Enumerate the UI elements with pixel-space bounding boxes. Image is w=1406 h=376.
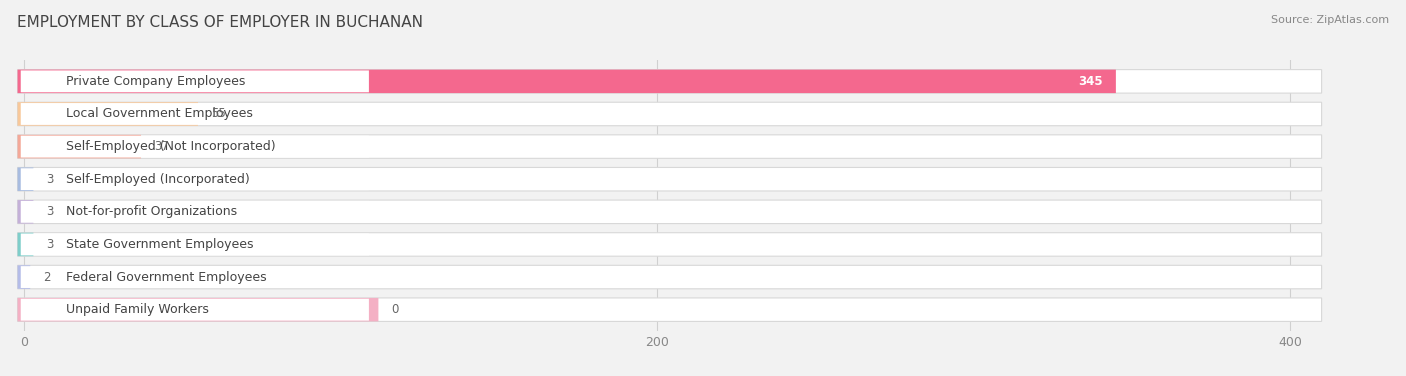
Text: Not-for-profit Organizations: Not-for-profit Organizations xyxy=(66,205,238,218)
FancyBboxPatch shape xyxy=(18,70,1116,93)
Text: 2: 2 xyxy=(44,271,51,284)
FancyBboxPatch shape xyxy=(21,168,368,190)
Text: 0: 0 xyxy=(391,303,398,316)
FancyBboxPatch shape xyxy=(21,136,368,158)
FancyBboxPatch shape xyxy=(18,70,1322,93)
Text: Self-Employed (Incorporated): Self-Employed (Incorporated) xyxy=(66,173,250,186)
Text: Self-Employed (Not Incorporated): Self-Employed (Not Incorporated) xyxy=(66,140,276,153)
Text: Federal Government Employees: Federal Government Employees xyxy=(66,271,267,284)
FancyBboxPatch shape xyxy=(21,266,368,288)
Text: 37: 37 xyxy=(153,140,169,153)
FancyBboxPatch shape xyxy=(18,102,1322,126)
FancyBboxPatch shape xyxy=(18,135,141,158)
Text: 3: 3 xyxy=(46,173,53,186)
FancyBboxPatch shape xyxy=(18,200,34,224)
FancyBboxPatch shape xyxy=(21,299,368,321)
Text: Local Government Employees: Local Government Employees xyxy=(66,108,253,120)
FancyBboxPatch shape xyxy=(21,103,368,125)
FancyBboxPatch shape xyxy=(18,298,378,321)
FancyBboxPatch shape xyxy=(18,265,1322,289)
Text: Private Company Employees: Private Company Employees xyxy=(66,75,246,88)
FancyBboxPatch shape xyxy=(18,298,1322,321)
Text: 345: 345 xyxy=(1078,75,1104,88)
FancyBboxPatch shape xyxy=(18,265,31,289)
Text: EMPLOYMENT BY CLASS OF EMPLOYER IN BUCHANAN: EMPLOYMENT BY CLASS OF EMPLOYER IN BUCHA… xyxy=(17,15,423,30)
FancyBboxPatch shape xyxy=(18,102,198,126)
FancyBboxPatch shape xyxy=(18,167,1322,191)
FancyBboxPatch shape xyxy=(18,233,1322,256)
FancyBboxPatch shape xyxy=(21,70,368,92)
FancyBboxPatch shape xyxy=(21,233,368,255)
FancyBboxPatch shape xyxy=(18,167,34,191)
Text: State Government Employees: State Government Employees xyxy=(66,238,254,251)
FancyBboxPatch shape xyxy=(18,135,1322,158)
Text: Unpaid Family Workers: Unpaid Family Workers xyxy=(66,303,209,316)
Text: Source: ZipAtlas.com: Source: ZipAtlas.com xyxy=(1271,15,1389,25)
FancyBboxPatch shape xyxy=(18,200,1322,224)
Text: 3: 3 xyxy=(46,205,53,218)
FancyBboxPatch shape xyxy=(21,201,368,223)
Text: 3: 3 xyxy=(46,238,53,251)
FancyBboxPatch shape xyxy=(18,233,34,256)
Text: 55: 55 xyxy=(211,108,225,120)
